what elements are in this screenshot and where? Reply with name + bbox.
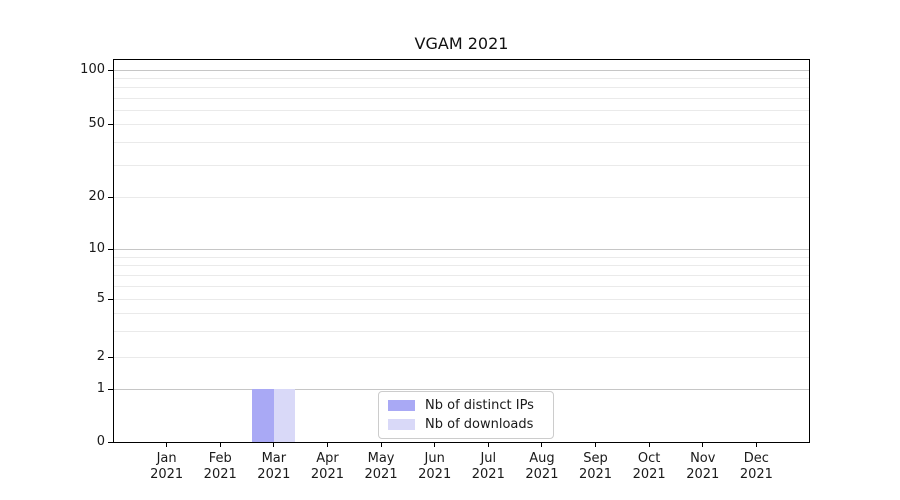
x-tick-apr-2021 (326, 443, 328, 447)
x-label-month: Feb (208, 451, 232, 466)
gridline-minor-y90 (114, 78, 809, 80)
bar-mar-2021-series0 (252, 389, 274, 442)
legend-item-downloads: Nb of downloads (379, 415, 553, 434)
x-tick-feb-2021 (219, 443, 221, 447)
x-label-year: 2021 (150, 467, 184, 482)
y-tick-label-0: 0 (96, 434, 105, 449)
gridline-minor-y70 (114, 97, 809, 99)
gridline-minor-y3 (114, 331, 809, 333)
gridline-minor-y9 (114, 256, 809, 258)
y-tick-1 (108, 389, 113, 390)
y-tick-10 (108, 249, 113, 250)
x-tick-jul-2021 (487, 443, 489, 447)
x-tick-label-oct-2021: Oct 2021 (609, 451, 689, 483)
gridline-minor-y30 (114, 164, 809, 166)
x-tick-may-2021 (380, 443, 382, 447)
legend-label-downloads: Nb of downloads (425, 417, 534, 432)
y-tick-label-5: 5 (96, 291, 105, 306)
gridline-minor-y6 (114, 285, 809, 287)
gridline-major-y1 (114, 389, 809, 390)
x-tick-jan-2021 (166, 443, 168, 447)
y-tick-label-10: 10 (88, 241, 105, 256)
x-tick-mar-2021 (273, 443, 275, 447)
gridline-minor-y40 (114, 141, 809, 143)
gridline-minor-y8 (114, 265, 809, 267)
x-tick-label-mar-2021: Mar 2021 (234, 451, 314, 483)
gridline-minor-y7 (114, 274, 809, 276)
y-tick-100 (108, 70, 113, 71)
y-tick-label-1: 1 (96, 381, 105, 396)
chart-title: VGAM 2021 (414, 34, 509, 53)
x-label-month: Jun (424, 451, 445, 466)
gridline-major-y100 (114, 70, 809, 71)
x-label-year: 2021 (632, 467, 666, 482)
x-label-month: Mar (261, 451, 287, 466)
y-tick-2 (108, 357, 113, 358)
x-label-month: Jul (480, 451, 497, 466)
x-tick-label-may-2021: May 2021 (341, 451, 421, 483)
x-tick-label-jul-2021: Jul 2021 (448, 451, 528, 483)
y-tick-label-2: 2 (96, 349, 105, 364)
x-tick-jun-2021 (434, 443, 436, 447)
gridline-minor-y60 (114, 109, 809, 111)
x-tick-label-apr-2021: Apr 2021 (287, 451, 367, 483)
gridline-minor-y4 (114, 313, 809, 315)
gridline-minor-y80 (114, 87, 809, 89)
x-tick-nov-2021 (702, 443, 704, 447)
x-label-year: 2021 (364, 467, 398, 482)
x-label-year: 2021 (203, 467, 237, 482)
x-label-month: Oct (637, 451, 661, 466)
y-tick-50 (108, 124, 113, 125)
x-tick-label-feb-2021: Feb 2021 (180, 451, 260, 483)
legend-label-distinct-ips: Nb of distinct IPs (425, 398, 534, 413)
x-tick-label-aug-2021: Aug 2021 (502, 451, 582, 483)
bar-mar-2021-series1 (273, 389, 296, 442)
y-tick-label-20: 20 (88, 189, 105, 204)
x-tick-dec-2021 (755, 443, 757, 447)
y-tick-label-50: 50 (88, 116, 105, 131)
gridline-minor-y5 (114, 299, 809, 300)
y-tick-20 (108, 197, 113, 198)
x-label-year: 2021 (686, 467, 720, 482)
x-tick-label-nov-2021: Nov 2021 (663, 451, 743, 483)
x-tick-sep-2021 (595, 443, 597, 447)
x-label-year: 2021 (739, 467, 773, 482)
gridline-minor-y20 (114, 197, 809, 198)
gridline-minor-y2 (114, 357, 809, 358)
plot-area: Nb of distinct IPs Nb of downloads (113, 59, 810, 443)
x-tick-label-sep-2021: Sep 2021 (556, 451, 636, 483)
y-tick-0 (108, 442, 113, 443)
x-label-month: May (367, 451, 395, 466)
gridline-major-y10 (114, 249, 809, 250)
legend-swatch-distinct-ips (388, 400, 415, 411)
legend: Nb of distinct IPs Nb of downloads (378, 391, 554, 439)
y-tick-5 (108, 299, 113, 300)
x-label-year: 2021 (578, 467, 613, 482)
x-tick-label-jan-2021: Jan 2021 (127, 451, 207, 483)
x-label-month: Apr (316, 451, 339, 466)
x-label-year: 2021 (525, 467, 559, 482)
x-tick-label-dec-2021: Dec 2021 (716, 451, 796, 483)
x-label-year: 2021 (471, 467, 505, 482)
x-label-month: Aug (529, 451, 555, 466)
x-tick-oct-2021 (648, 443, 650, 447)
x-label-month: Nov (690, 451, 716, 466)
gridline-minor-y50 (114, 124, 809, 125)
x-label-month: Jan (156, 451, 177, 466)
legend-swatch-downloads (388, 419, 415, 430)
x-tick-label-jun-2021: Jun 2021 (395, 451, 475, 483)
x-label-month: Dec (743, 451, 769, 466)
x-tick-aug-2021 (541, 443, 543, 447)
x-label-year: 2021 (310, 467, 344, 482)
x-label-year: 2021 (418, 467, 452, 482)
x-label-month: Sep (583, 451, 608, 466)
legend-item-distinct-ips: Nb of distinct IPs (379, 396, 553, 415)
x-label-year: 2021 (257, 467, 291, 482)
y-tick-label-100: 100 (80, 62, 105, 77)
